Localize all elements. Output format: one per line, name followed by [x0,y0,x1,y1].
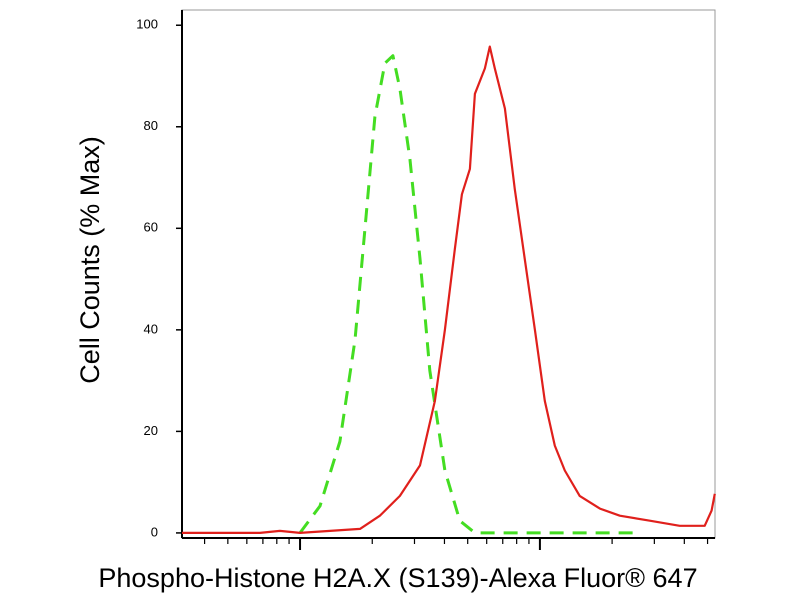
series-line [298,54,640,535]
y-tick-label: 40 [144,321,158,336]
y-tick-label: 80 [144,118,158,133]
y-tick-label: 60 [144,220,158,235]
plot-frame [181,9,716,539]
y-axis-title: Cell Counts (% Max) [75,136,105,384]
x-axis-title: Phospho-Histone H2A.X (S139)-Alexa Fluor… [98,563,697,593]
series-line [182,45,716,534]
y-tick-label: 0 [151,524,158,539]
y-tick-label: 20 [144,423,158,438]
y-tick-label: 100 [136,17,158,32]
